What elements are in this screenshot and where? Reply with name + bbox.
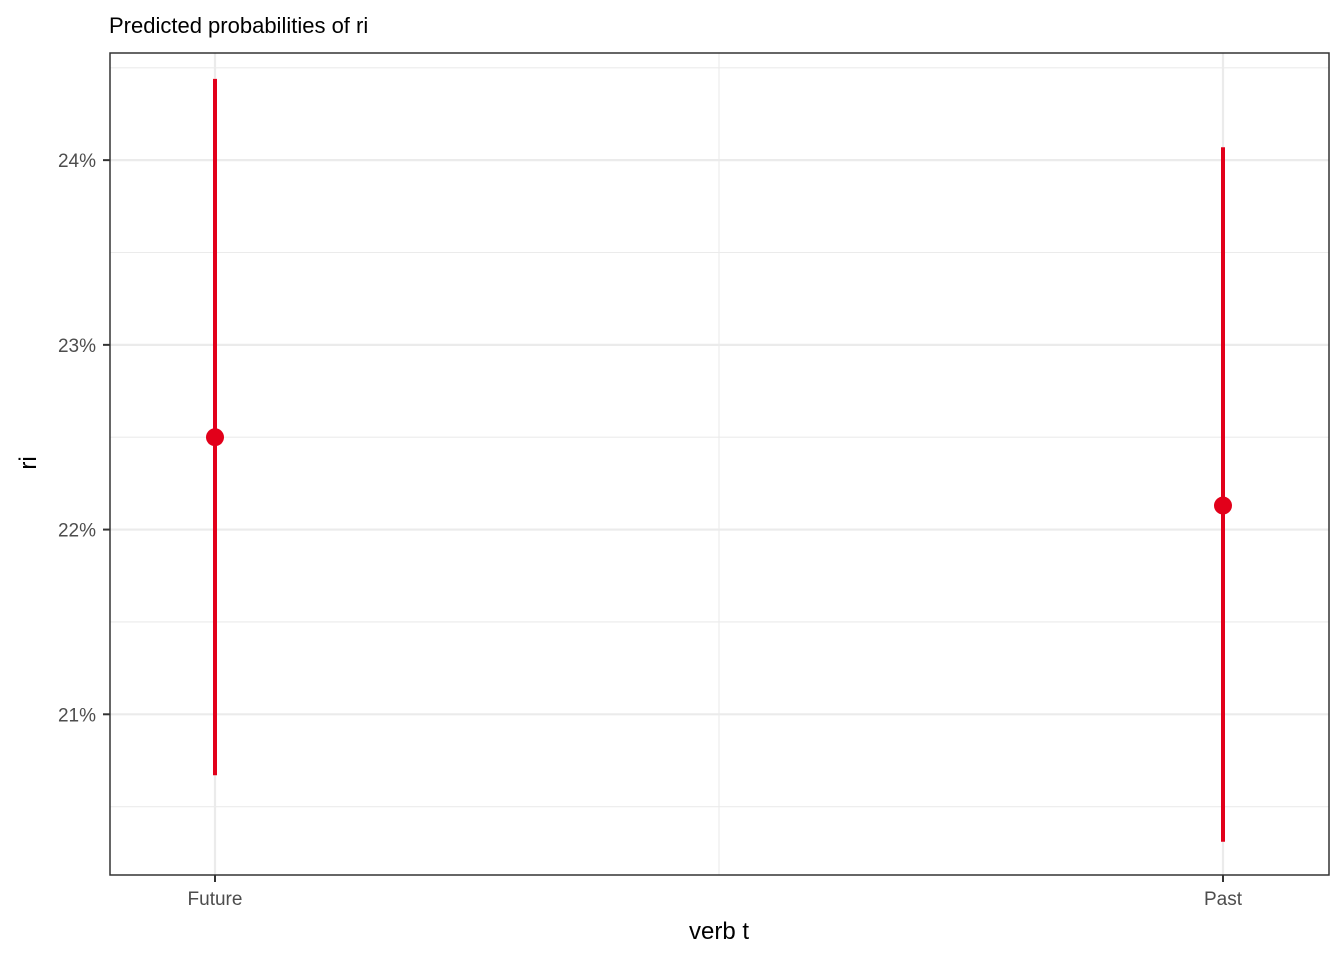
- y-tick-label: 24%: [58, 151, 96, 172]
- axes: 21% 22% 23% 24% Future Past: [58, 151, 1243, 910]
- chart-title: Predicted probabilities of ri: [109, 13, 368, 38]
- data-point: [1214, 496, 1232, 515]
- minor-gridlines: [110, 53, 1329, 875]
- x-axis-title: verb t: [689, 918, 749, 945]
- panel-border: [109, 52, 1330, 876]
- y-tick-label: 22%: [58, 521, 96, 542]
- y-tick-label: 21%: [58, 705, 96, 726]
- x-tick-label: Past: [1204, 889, 1243, 910]
- y-tick-label: 23%: [58, 336, 96, 357]
- data-marks: [206, 78, 1232, 842]
- y-axis-title: ri: [15, 456, 42, 469]
- x-tick-label: Future: [188, 889, 243, 910]
- data-point: [206, 428, 224, 447]
